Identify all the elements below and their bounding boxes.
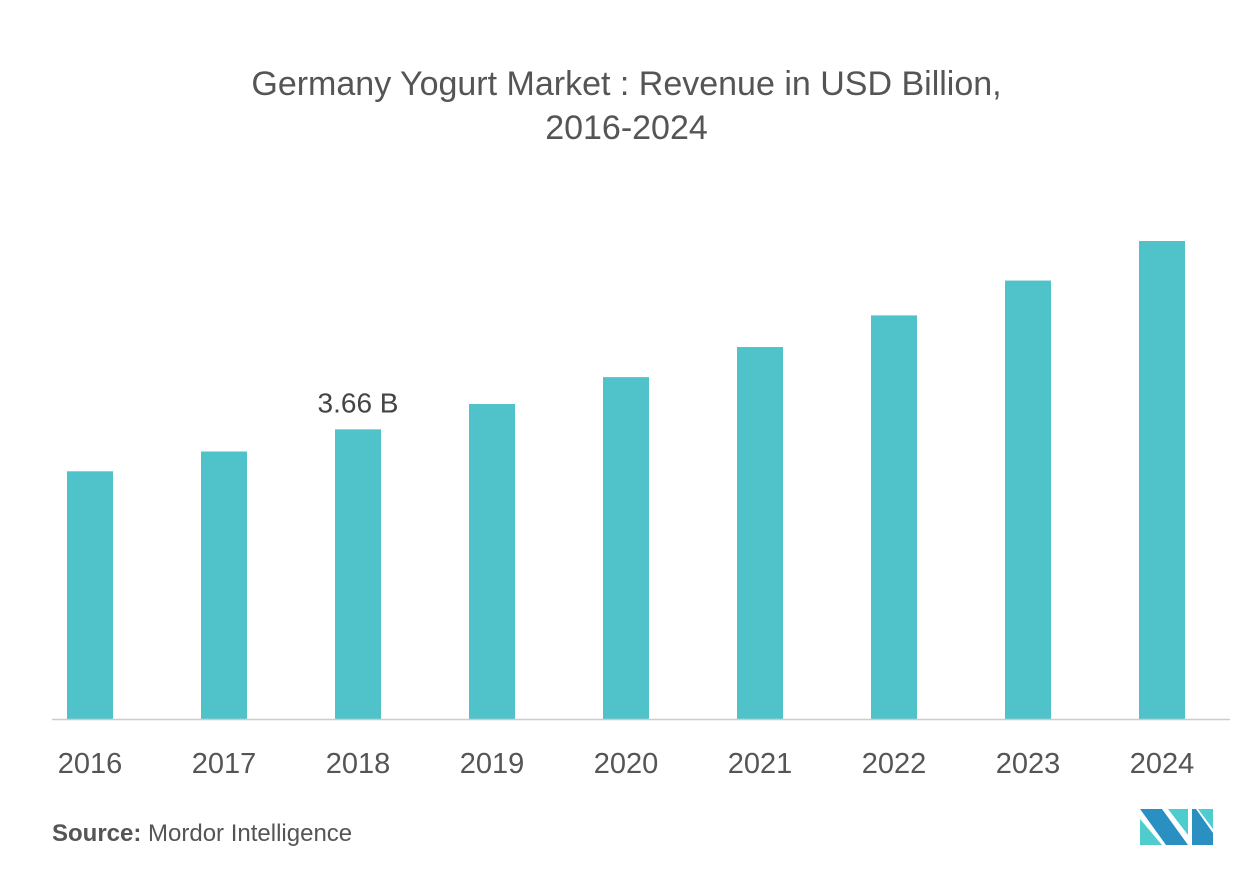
x-tick-label: 2017 <box>192 748 257 780</box>
x-tick-label: 2023 <box>996 748 1061 780</box>
bar-2016 <box>67 471 113 719</box>
x-tick-label: 2020 <box>594 748 659 780</box>
mordor-logo-icon <box>1140 809 1213 845</box>
subtitle-line: 2016-2024 <box>545 109 708 147</box>
source-text: Mordor Intelligence <box>148 820 353 847</box>
source-note: Source: Mordor Intelligence <box>52 820 352 848</box>
chart-title: Germany Yogurt Market : Revenue in USD B… <box>0 62 1253 150</box>
title-line: Germany Yogurt Market : Revenue in USD B… <box>251 65 1002 103</box>
x-tick-label: 2021 <box>728 748 793 780</box>
x-tick-label: 2016 <box>58 748 123 780</box>
data-label: 3.66 B <box>318 387 399 418</box>
bar-2024 <box>1139 241 1185 719</box>
bar-2022 <box>871 315 917 719</box>
x-tick-label: 2018 <box>326 748 391 780</box>
source-label: Source: <box>52 820 142 847</box>
bar-2017 <box>201 451 247 719</box>
x-tick-label: 2019 <box>460 748 525 780</box>
x-tick-label: 2024 <box>1130 748 1195 780</box>
bar-2020 <box>603 377 649 719</box>
x-tick-label: 2022 <box>862 748 927 780</box>
bar-2019 <box>469 404 515 719</box>
bar-2023 <box>1005 280 1051 719</box>
bar-2018 <box>335 429 381 719</box>
bar-2021 <box>737 347 783 719</box>
